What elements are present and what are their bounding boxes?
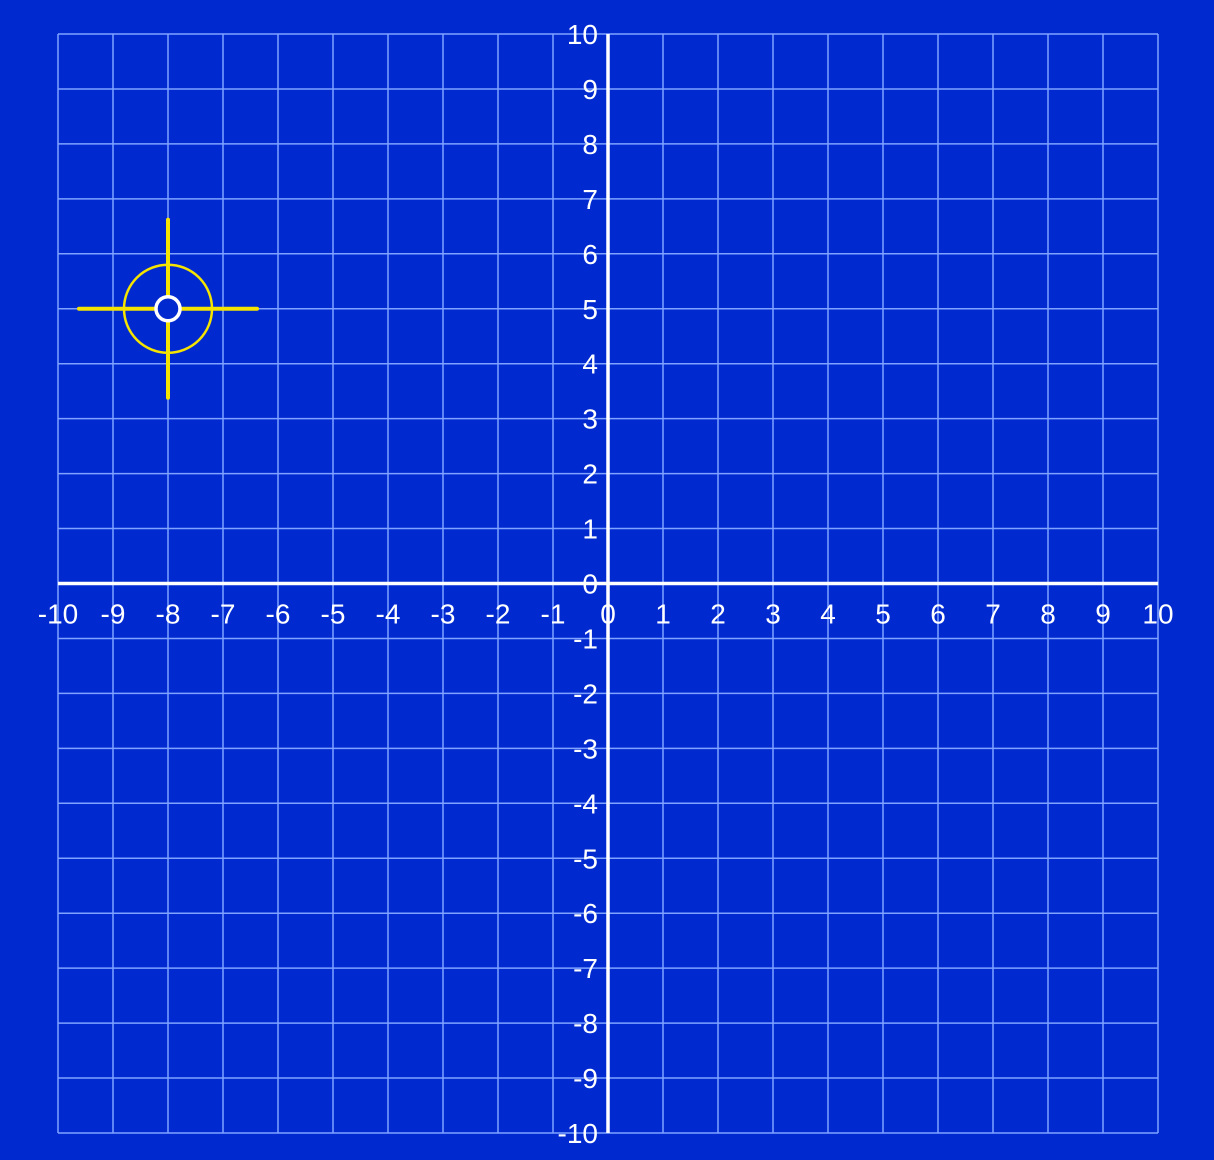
x-tick-label: 9 [1095, 599, 1111, 630]
x-tick-label: -10 [38, 599, 78, 630]
y-tick-label: 1 [582, 514, 598, 545]
y-tick-label: 7 [582, 184, 598, 215]
x-tick-label: 7 [985, 599, 1001, 630]
y-tick-label: -6 [573, 898, 598, 929]
y-tick-label: -3 [573, 733, 598, 764]
x-tick-label: -8 [156, 599, 181, 630]
y-tick-label: 9 [582, 74, 598, 105]
x-tick-label: -2 [486, 599, 511, 630]
y-tick-label: -4 [573, 788, 598, 819]
axes [58, 34, 1158, 1133]
y-tick-label: -9 [573, 1063, 598, 1094]
y-tick-label: 0 [582, 569, 598, 600]
x-tick-label: -5 [321, 599, 346, 630]
data-point[interactable] [154, 295, 182, 323]
y-tick-label: -1 [573, 623, 598, 654]
y-tick-label: -7 [573, 953, 598, 984]
x-tick-label: 3 [765, 599, 781, 630]
y-tick-label: 2 [582, 459, 598, 490]
y-tick-labels: 0 1 2 3 4 5 6 7 8 9 10 -1 -2 -3 -4 -5 -6 -7 -8 -9 -10 [558, 19, 598, 1149]
x-tick-label: 5 [875, 599, 891, 630]
y-tick-label: 8 [582, 129, 598, 160]
y-tick-label: 5 [582, 294, 598, 325]
x-tick-label: -1 [541, 599, 566, 630]
y-tick-label: -8 [573, 1008, 598, 1039]
y-tick-label: -5 [573, 843, 598, 874]
y-tick-label: -2 [573, 678, 598, 709]
x-tick-label: 0 [600, 599, 616, 630]
y-tick-label: -10 [558, 1118, 598, 1149]
x-tick-label: 1 [655, 599, 671, 630]
x-tick-label: -6 [266, 599, 291, 630]
crosshair-ring [122, 263, 214, 354]
x-tick-label: 2 [710, 599, 726, 630]
x-tick-label: -3 [431, 599, 456, 630]
plotted-points[interactable] [77, 217, 259, 400]
x-tick-label: -9 [101, 599, 126, 630]
x-tick-labels: -10 -9 -8 -7 -6 -5 -4 -3 -2 -1 0 1 2 3 4 5 6 7 8 9 10 [38, 599, 1174, 630]
x-tick-label: 6 [930, 599, 946, 630]
y-tick-label: 6 [582, 239, 598, 270]
y-tick-label: 4 [582, 349, 598, 380]
x-tick-label: 10 [1142, 599, 1173, 630]
x-tick-label: -7 [211, 599, 236, 630]
y-tick-label: 3 [582, 404, 598, 435]
x-tick-label: 4 [820, 599, 836, 630]
x-tick-label: -4 [376, 599, 401, 630]
y-tick-label: 10 [567, 19, 598, 50]
x-tick-label: 8 [1040, 599, 1056, 630]
